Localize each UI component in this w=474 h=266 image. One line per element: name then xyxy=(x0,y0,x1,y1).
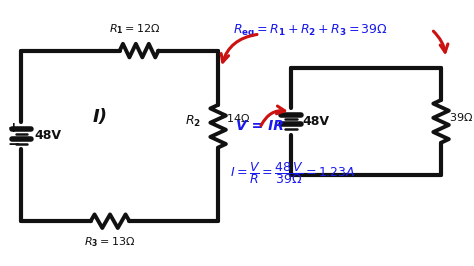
Text: $R_{\mathregular{eq}} = R_{\mathregular{1}} + R_{\mathregular{2}} + R_{\mathregu: $R_{\mathregular{eq}} = R_{\mathregular{… xyxy=(233,22,388,39)
Text: V = IR: V = IR xyxy=(236,119,283,133)
Text: $14\Omega$: $14\Omega$ xyxy=(226,113,250,124)
Text: I): I) xyxy=(93,107,108,126)
Text: +: + xyxy=(8,121,19,135)
Text: −: − xyxy=(8,137,20,152)
Text: $I = \dfrac{V}{R} = \dfrac{48\,V}{39\Omega} = 1.23A$: $I = \dfrac{V}{R} = \dfrac{48\,V}{39\Ome… xyxy=(230,160,355,186)
Text: 48V: 48V xyxy=(35,129,62,142)
Text: $39\Omega$: $39\Omega$ xyxy=(449,110,473,123)
Text: $R_{\mathregular{3}} = 13\Omega$: $R_{\mathregular{3}} = 13\Omega$ xyxy=(84,235,136,249)
Text: $R_{\mathregular{1}} = 12\Omega$: $R_{\mathregular{1}} = 12\Omega$ xyxy=(109,22,160,36)
Text: 48V: 48V xyxy=(302,115,329,128)
Text: $R_{\mathregular{2}}$: $R_{\mathregular{2}}$ xyxy=(184,114,201,129)
